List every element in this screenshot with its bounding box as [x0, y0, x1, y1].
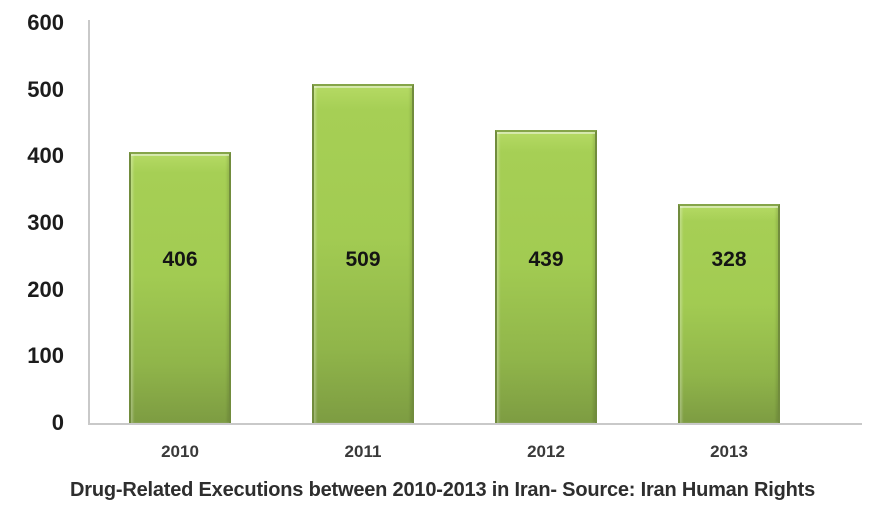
bar-2010: 406: [129, 152, 231, 423]
x-category-label: 2011: [344, 442, 382, 461]
x-category-label: 2012: [527, 442, 565, 461]
bar-2011: 509: [312, 84, 414, 423]
x-axis-line: [88, 423, 862, 425]
bar-value-label: 406: [162, 248, 198, 271]
y-tick-label: 600: [27, 10, 64, 35]
y-tick-label: 400: [27, 143, 64, 169]
bar-2012: 439: [495, 130, 597, 423]
bar-value-label: 509: [345, 248, 381, 271]
bar-value-label: 328: [711, 248, 747, 271]
y-tick-label: 300: [27, 210, 64, 235]
y-tick-label: 0: [51, 410, 64, 435]
chart-caption: Drug-Related Executions between 2010-201…: [70, 479, 815, 501]
y-tick-label: 200: [27, 276, 64, 302]
y-tick-label: 500: [27, 76, 64, 102]
y-tick-label: 100: [27, 343, 64, 369]
x-category-label: 2013: [710, 442, 748, 461]
x-category-label: 2010: [161, 442, 199, 461]
y-axis-line: [88, 20, 90, 425]
bar-value-label: 439: [528, 248, 564, 271]
bar-2013: 328: [678, 204, 780, 423]
